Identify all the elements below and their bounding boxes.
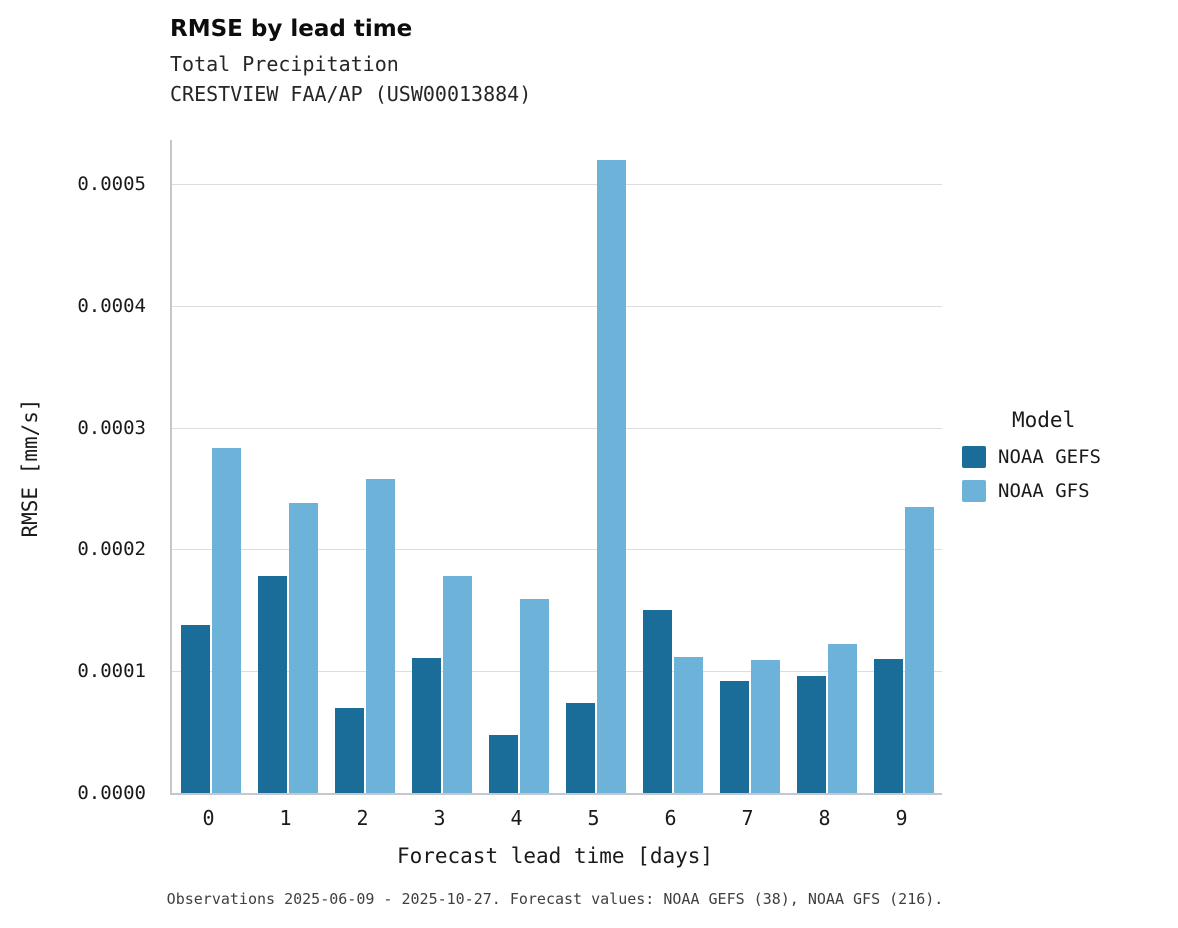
y-tick-label: 0.0005 bbox=[77, 172, 146, 195]
bar-noaa-gfs-day-6 bbox=[673, 656, 703, 793]
bar-group-day-6 bbox=[634, 610, 711, 793]
bar-noaa-gfs-day-7 bbox=[750, 660, 780, 793]
x-tick-label: 0 bbox=[202, 806, 215, 830]
bar-noaa-gfs-day-4 bbox=[519, 599, 549, 793]
gridline bbox=[172, 183, 942, 185]
legend: Model NOAA GEFS NOAA GFS bbox=[962, 408, 1172, 514]
x-tick-label: 5 bbox=[587, 806, 600, 830]
bar-noaa-gefs-day-9 bbox=[873, 659, 903, 793]
chart-caption: Observations 2025-06-09 - 2025-10-27. Fo… bbox=[166, 890, 944, 908]
chart-subtitle-station: CRESTVIEW FAA/AP (USW00013884) bbox=[170, 82, 532, 106]
legend-swatch-noaa-gefs bbox=[962, 446, 986, 468]
x-tick-label: 3 bbox=[433, 806, 446, 830]
bar-noaa-gefs-day-7 bbox=[719, 680, 749, 793]
bar-noaa-gfs-day-1 bbox=[288, 503, 318, 793]
legend-entry-noaa-gfs: NOAA GFS bbox=[962, 480, 1172, 502]
bar-noaa-gfs-day-0 bbox=[211, 448, 241, 793]
bar-noaa-gefs-day-3 bbox=[411, 657, 441, 793]
bar-group-day-2 bbox=[326, 478, 403, 793]
y-axis-tick-labels: 0.0000 0.0001 0.0002 0.0003 0.0004 0.0005 bbox=[0, 140, 158, 804]
y-tick-label: 0.0004 bbox=[77, 294, 146, 317]
legend-title: Model bbox=[1012, 408, 1076, 432]
bar-group-day-9 bbox=[865, 506, 942, 793]
bar-group-day-4 bbox=[480, 599, 557, 793]
x-tick-label: 8 bbox=[818, 806, 831, 830]
gridline bbox=[172, 671, 942, 673]
chart-title: RMSE by lead time bbox=[170, 16, 413, 42]
bar-group-day-8 bbox=[788, 644, 865, 793]
bar-noaa-gfs-day-9 bbox=[904, 506, 934, 793]
gridline bbox=[172, 427, 942, 429]
x-axis-tick-labels: 0 1 2 3 4 5 6 7 8 9 bbox=[170, 806, 940, 838]
bar-noaa-gefs-day-5 bbox=[565, 702, 595, 793]
legend-label: NOAA GEFS bbox=[998, 446, 1101, 468]
x-tick-label: 6 bbox=[664, 806, 677, 830]
bar-noaa-gfs-day-2 bbox=[365, 478, 395, 793]
bar-noaa-gefs-day-6 bbox=[642, 610, 672, 793]
y-tick-label: 0.0003 bbox=[77, 416, 146, 439]
bar-group-day-5 bbox=[557, 159, 634, 793]
x-tick-label: 2 bbox=[356, 806, 369, 830]
gridline bbox=[172, 305, 942, 307]
bar-noaa-gefs-day-1 bbox=[257, 576, 287, 793]
x-tick-label: 9 bbox=[895, 806, 908, 830]
bar-noaa-gefs-day-2 bbox=[334, 707, 364, 793]
bar-group-day-7 bbox=[711, 660, 788, 793]
bar-noaa-gfs-day-3 bbox=[442, 576, 472, 793]
x-tick-label: 4 bbox=[510, 806, 523, 830]
x-tick-label: 1 bbox=[279, 806, 292, 830]
legend-label: NOAA GFS bbox=[998, 480, 1090, 502]
bar-noaa-gfs-day-8 bbox=[827, 644, 857, 793]
y-tick-label: 0.0001 bbox=[77, 660, 146, 683]
bar-group-day-1 bbox=[249, 503, 326, 793]
bar-noaa-gefs-day-0 bbox=[180, 624, 210, 793]
legend-entry-noaa-gefs: NOAA GEFS bbox=[962, 446, 1172, 468]
chart-subtitle-variable: Total Precipitation bbox=[170, 52, 399, 76]
bar-group-day-3 bbox=[403, 576, 480, 793]
legend-swatch-noaa-gfs bbox=[962, 480, 986, 502]
y-tick-label: 0.0002 bbox=[77, 538, 146, 561]
bar-noaa-gfs-day-5 bbox=[596, 159, 626, 793]
x-axis-label: Forecast lead time [days] bbox=[396, 844, 714, 868]
legend-entries: NOAA GEFS NOAA GFS bbox=[962, 446, 1172, 502]
bar-group-day-0 bbox=[172, 448, 249, 793]
plot-area bbox=[170, 140, 942, 795]
gridline bbox=[172, 549, 942, 551]
bar-noaa-gefs-day-8 bbox=[796, 676, 826, 793]
bar-noaa-gefs-day-4 bbox=[488, 734, 518, 793]
y-tick-label: 0.0000 bbox=[77, 782, 146, 804]
x-tick-label: 7 bbox=[741, 806, 754, 830]
